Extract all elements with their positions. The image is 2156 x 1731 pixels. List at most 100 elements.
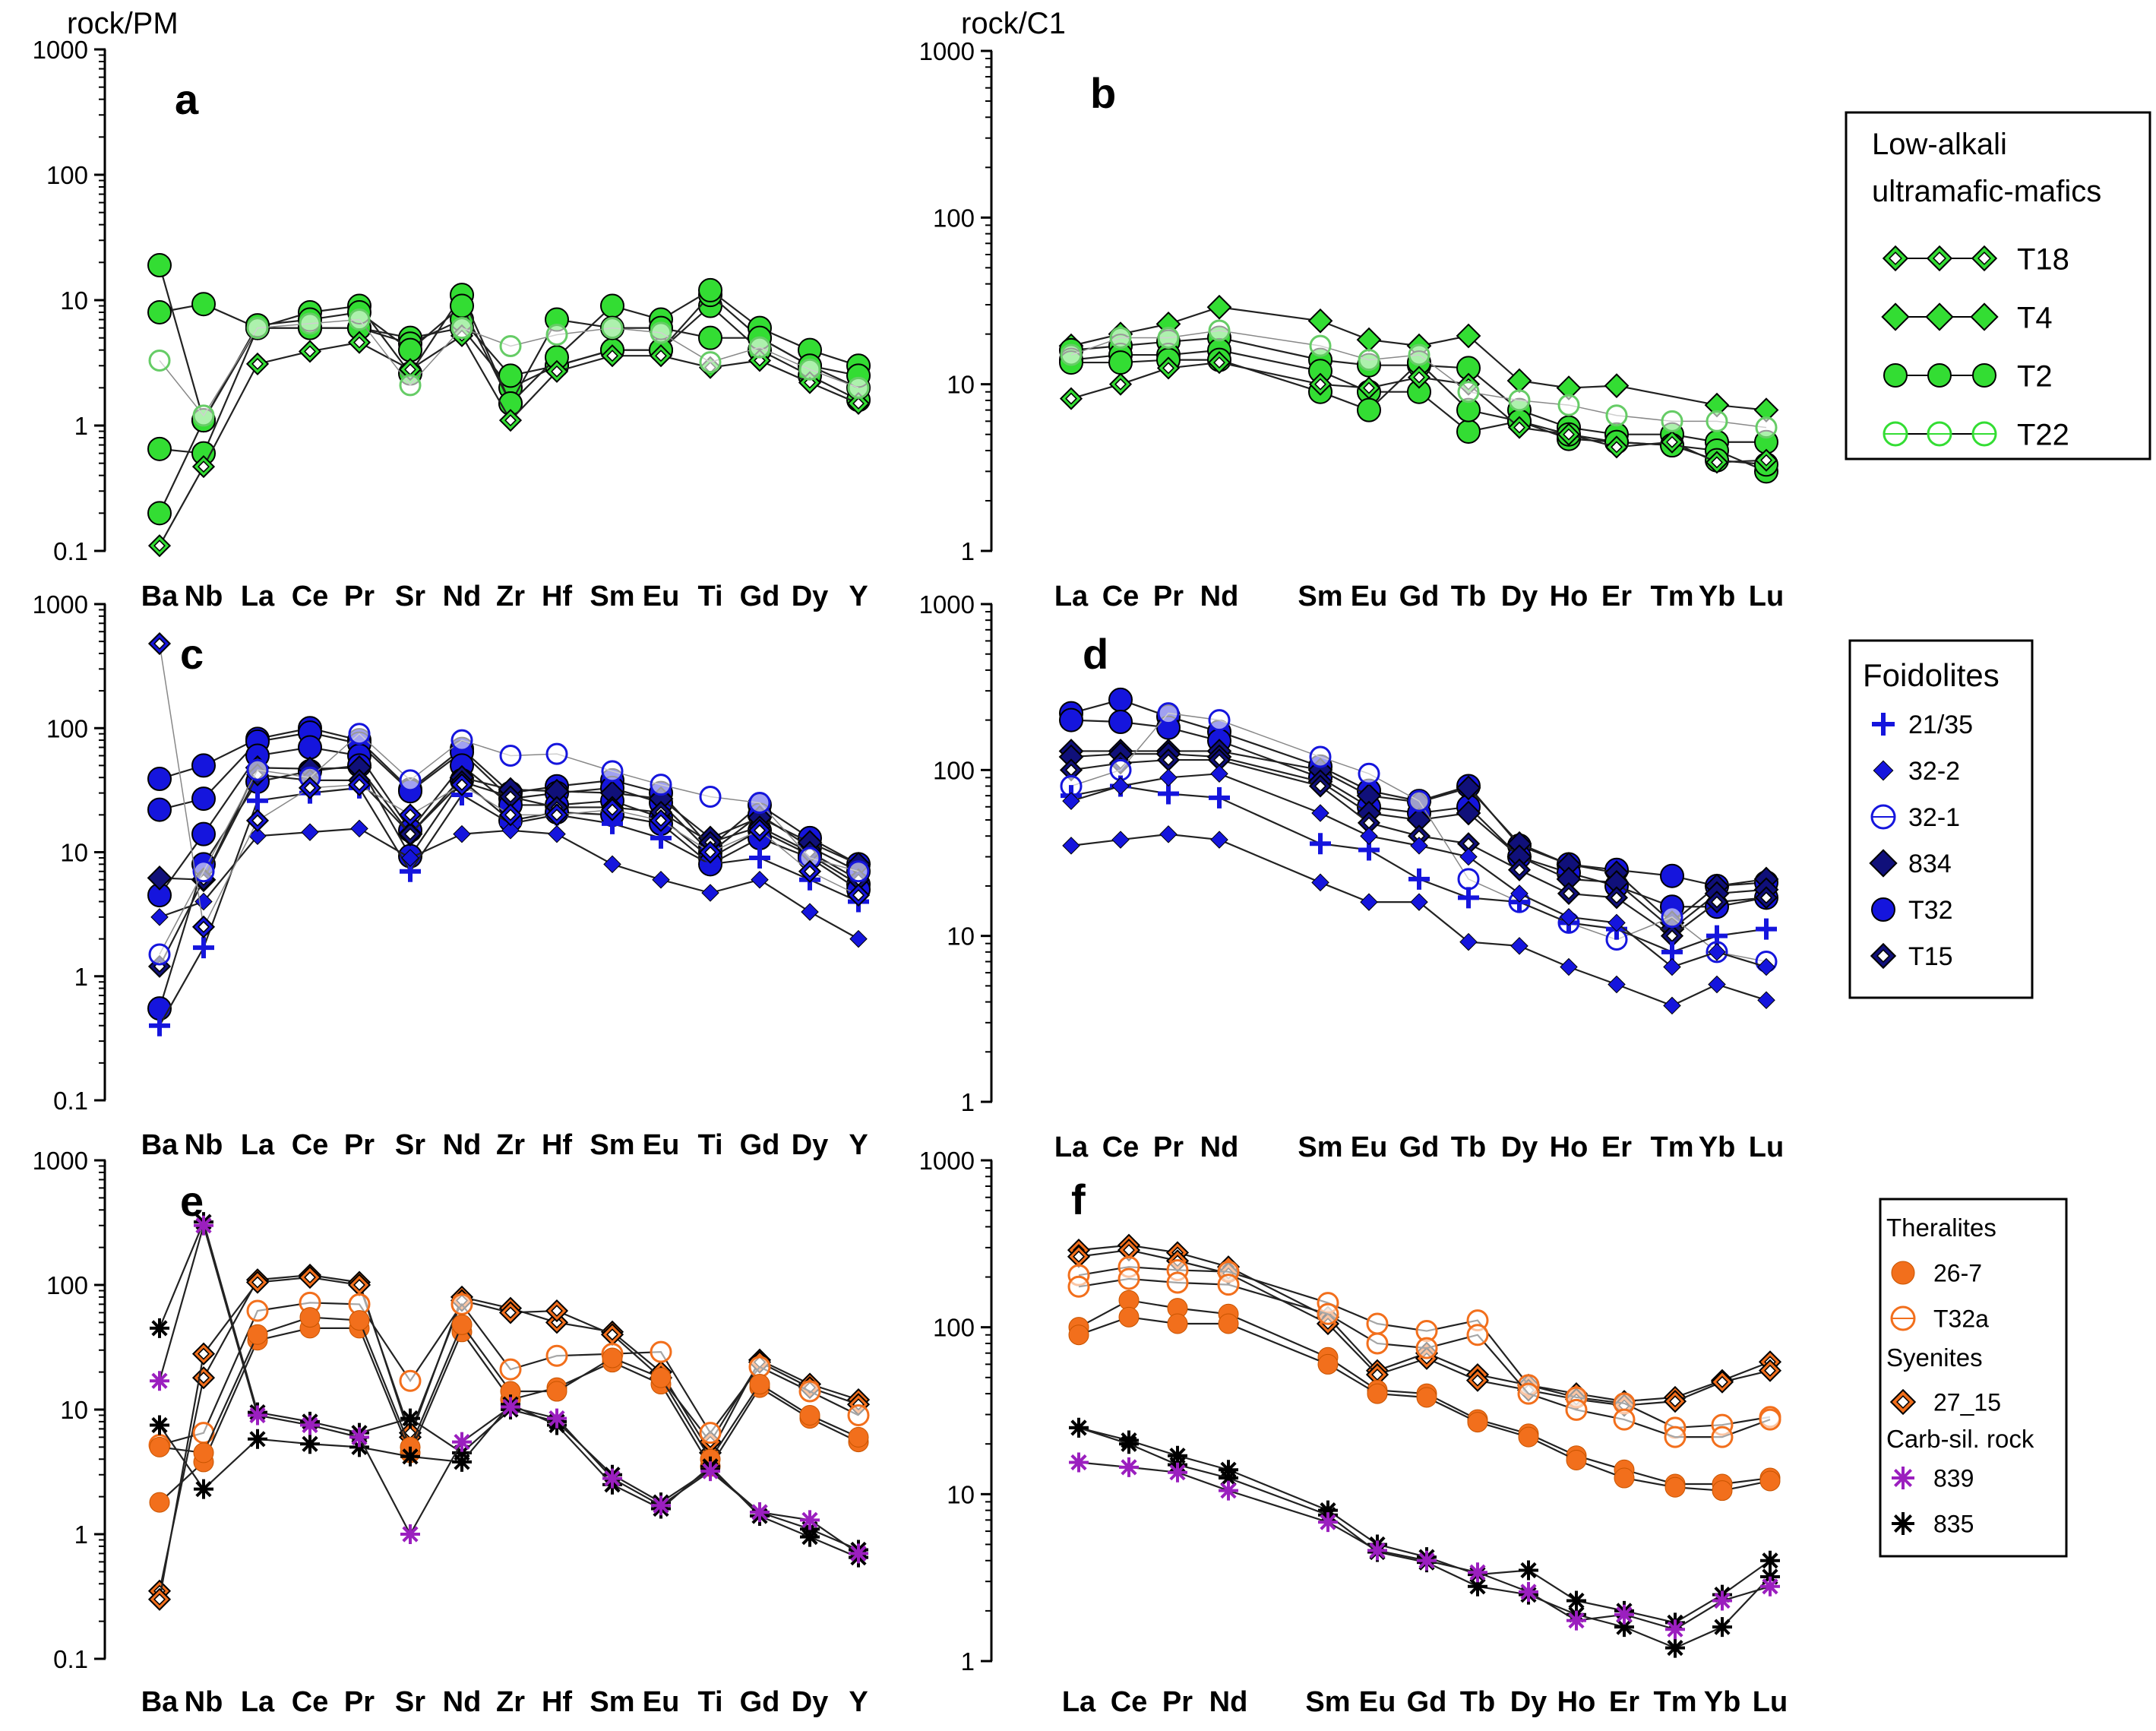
x-tick-label: Zr [496,581,525,612]
data-point [191,821,216,847]
y-tick-label: 1 [74,1521,88,1549]
x-tick-label: La [1062,1686,1096,1718]
x-tick-label: Er [1601,1131,1632,1163]
legend-symbol [1881,302,1910,331]
data-point [1118,1267,1140,1290]
data-point [1468,1576,1487,1597]
legend-label: T15 [1908,942,1953,971]
data-point [499,1358,522,1381]
x-tick-label: Nd [1200,1131,1239,1163]
data-point [1712,1480,1733,1502]
data-point [748,792,771,815]
data-point [698,277,722,302]
series-line [159,1403,859,1559]
data-point [245,352,270,375]
x-tick-label: Ba [141,581,179,612]
data-point [451,1314,473,1335]
panel-b: 1 10 100 1000 La Ce Pr Nd Sm Eu Gd Tb Dy Ho Er Tm Yb Lu [919,37,1785,612]
data-point [1317,1353,1339,1375]
data-point [347,331,371,354]
data-point [545,323,568,346]
data-point [147,866,172,891]
y-tick-label: 10 [947,1480,975,1508]
data-point [1758,1359,1782,1382]
legend-label: T2 [2017,359,2053,393]
legend-low-alkali-subtitle: ultramafic-mafics [1872,175,2101,208]
data-point [698,840,722,864]
data-point [548,824,566,843]
data-point [649,809,673,832]
x-tick-label: La [241,581,275,612]
x-tick-label: Y [849,1686,868,1718]
data-point [1664,1476,1686,1498]
data-point [300,1434,320,1454]
series-32-1 [148,723,870,966]
data-point [650,1367,672,1388]
data-point [1466,1324,1489,1347]
legend-symbol [1882,245,1909,272]
data-point [401,849,419,867]
data-point [1604,435,1629,459]
data-point [150,1371,169,1391]
data-point [1166,1271,1189,1294]
legend-item-T2: T2 [1883,359,2053,393]
panel-e: 0.1 1 10 100 1000 Ba Nb La Ce Pr Sr Nd Zr Hf Sm Eu Ti Gd D… [33,1147,871,1718]
data-point [1613,1408,1636,1431]
data-point [1604,886,1629,910]
legend-symbol [1927,421,1952,447]
legend-symbol [1870,942,1897,970]
data-point [1309,745,1332,768]
data-point [849,1543,868,1564]
data-point [1308,372,1332,396]
data-point [1663,1390,1687,1413]
x-tick-label: Nb [185,581,223,612]
y-tick-label: 1000 [919,1147,975,1175]
data-point [1367,1383,1388,1404]
legend-low-alkali: Low-alkali ultramafic-mafics T18 T4 T2 T22 [1845,111,2151,460]
data-point [1459,847,1478,866]
x-tick-label: Dy [1501,581,1538,612]
data-point [450,729,473,752]
data-point [349,1427,369,1448]
legend-theralites-title: Theralites [1886,1214,1996,1242]
x-tick-label: Gd [740,1129,780,1161]
x-tick-label: Eu [1351,581,1388,612]
series-T22 [148,309,870,427]
data-point [193,937,214,959]
legend-item-T18: T18 [1882,242,2069,276]
series-line [1078,1426,1771,1649]
data-point [148,349,171,372]
data-point [1456,775,1481,801]
data-point [398,822,422,846]
data-point [1757,957,1775,976]
data-point [847,376,870,399]
legend-symbol [1892,1467,1914,1489]
data-point [1207,351,1231,375]
x-tick-label: Ti [697,581,722,612]
data-point [1510,937,1528,955]
series-835 [1069,1417,1780,1633]
data-point [301,823,319,841]
data-point [1317,1302,1339,1325]
data-point [147,534,172,558]
legend-syenites-title: Syenites [1886,1343,1983,1372]
x-tick-label: Ba [141,1129,179,1161]
data-point [1119,1434,1139,1454]
data-point [1357,397,1381,422]
data-point [150,908,169,926]
y-tick-label: 1 [961,1647,975,1676]
x-tick-label: Tb [1460,1686,1495,1718]
data-point [1457,868,1480,891]
data-point [1757,991,1775,1009]
data-point [1459,932,1478,951]
x-tick-label: Nd [1200,581,1239,612]
data-point [450,773,474,796]
series-T18 [147,324,871,558]
data-point [1705,891,1729,914]
data-point [701,884,719,902]
data-point [1614,1467,1635,1489]
y-tick-label: 10 [947,371,975,399]
data-point [1710,1370,1734,1394]
data-point [298,776,322,799]
data-point [1557,394,1580,416]
